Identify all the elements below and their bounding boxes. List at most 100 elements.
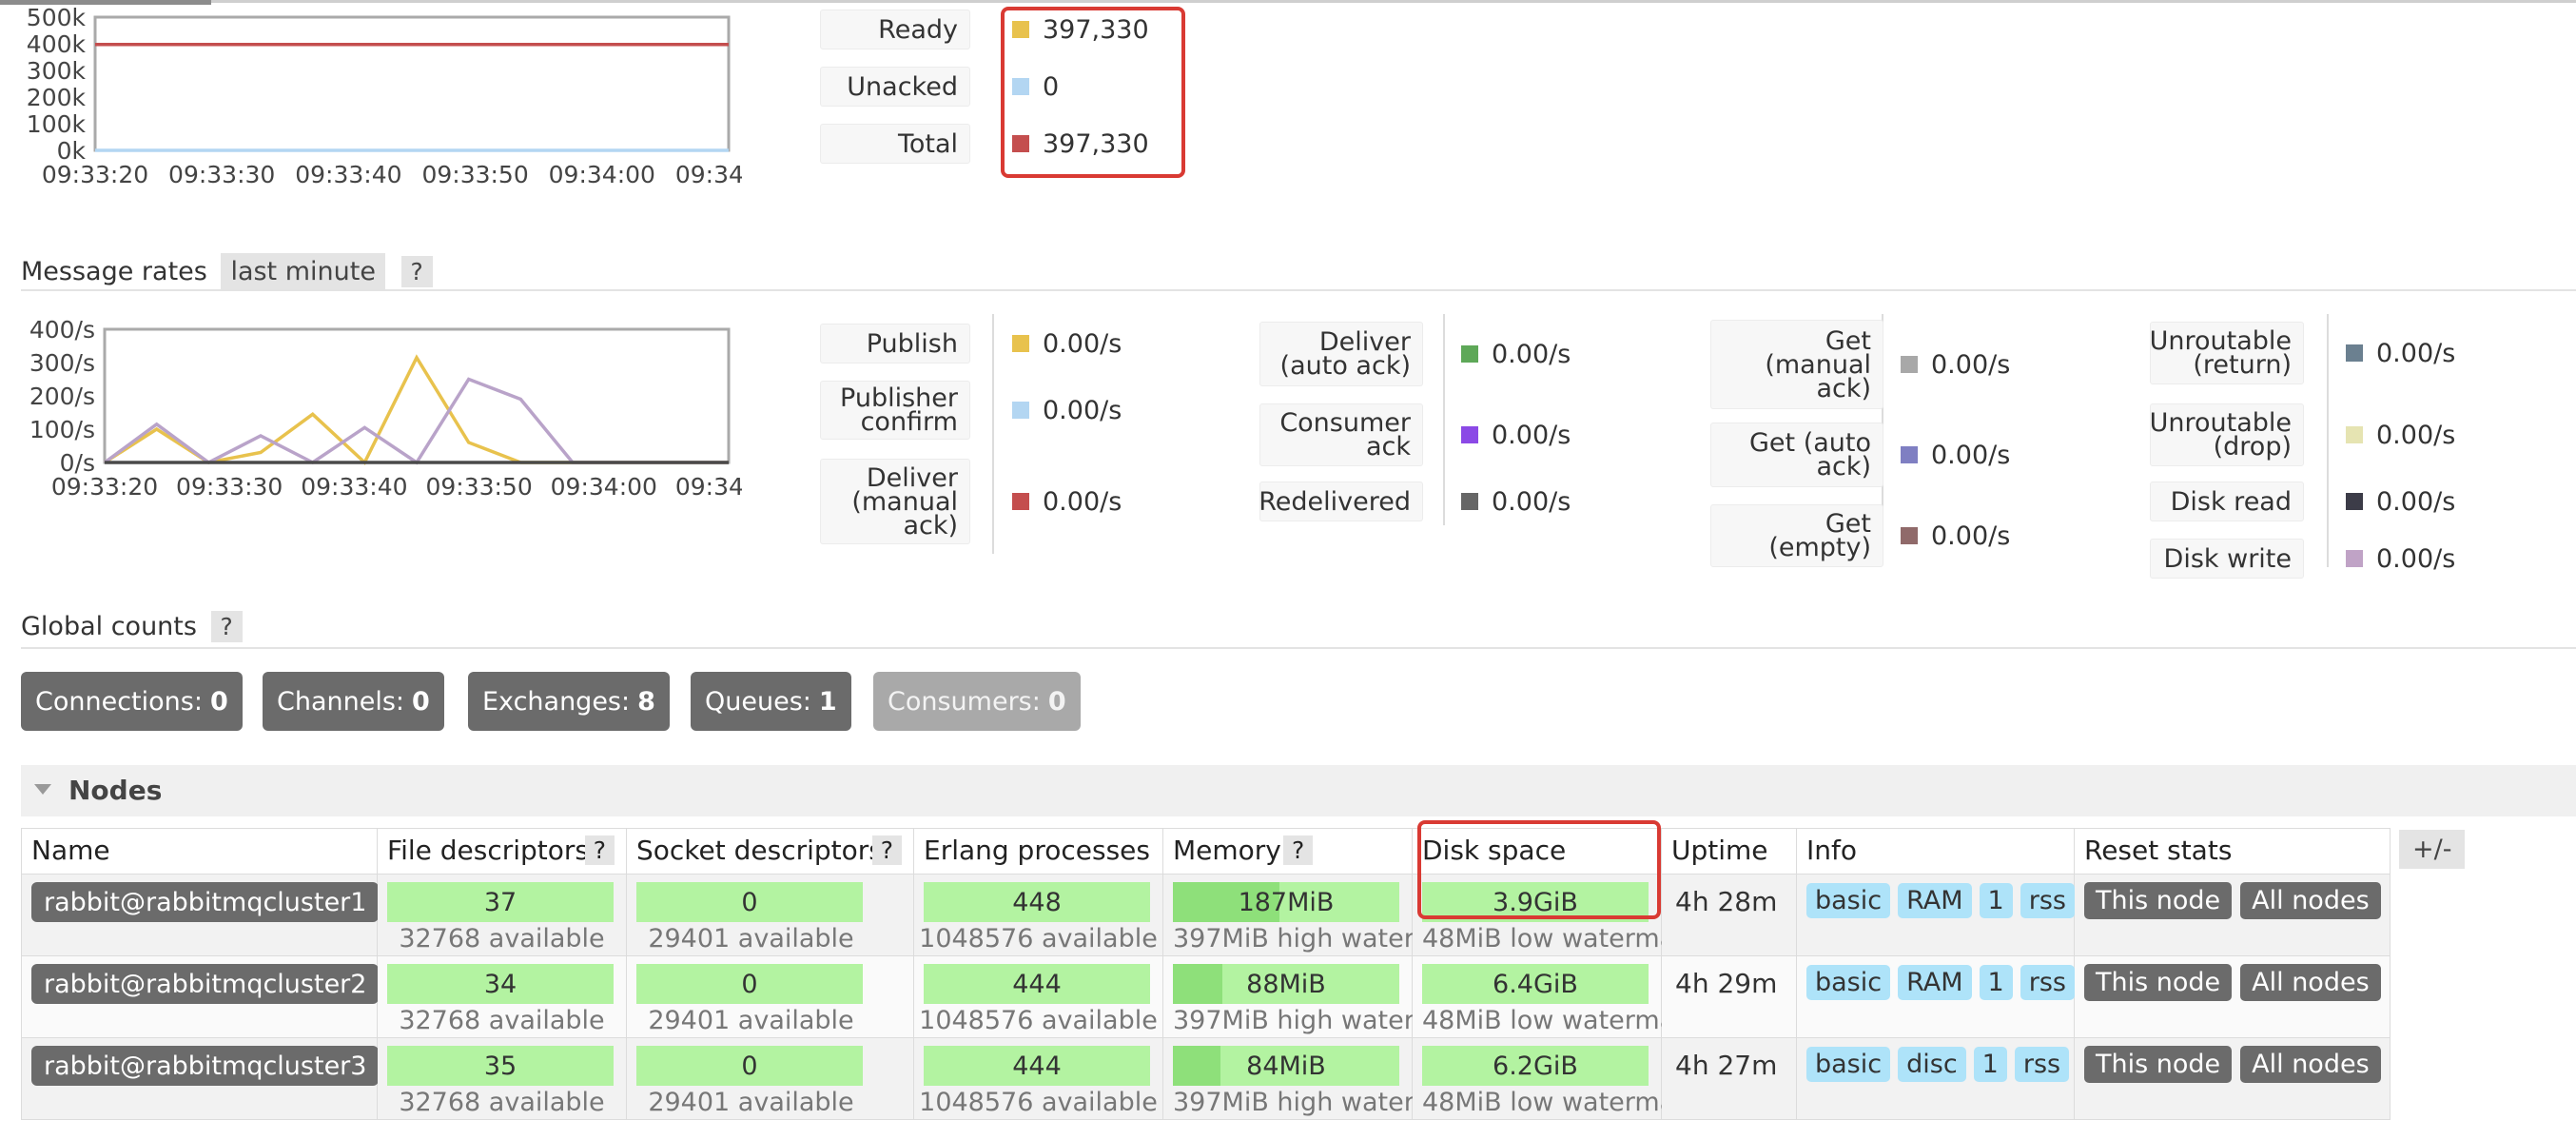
info-tag[interactable]: 1: [1979, 965, 2013, 1000]
period-selector[interactable]: last minute: [221, 253, 385, 290]
file-descriptors-bar: 34: [387, 964, 614, 1004]
node-name-link[interactable]: rabbit@rabbitmqcluster1: [31, 882, 380, 922]
info-tags: basic RAM 1 rss: [1806, 883, 2082, 918]
reset-all-nodes-button[interactable]: All nodes: [2240, 882, 2381, 919]
col-file-descriptors: File descriptors?: [377, 828, 627, 875]
legend-swatch: [1012, 335, 1029, 352]
legend-value-text: 0.00/s: [1931, 349, 2011, 380]
erlang-processes-cell: 444 1048576 available: [913, 1037, 1163, 1120]
global-counts-header: Global counts ?: [21, 611, 243, 642]
reset-this-node-button[interactable]: This node: [2084, 964, 2233, 1001]
nodes-table: Name File descriptors? Socket descriptor…: [21, 828, 2391, 1120]
nodes-section-header[interactable]: Nodes: [21, 765, 2576, 816]
erlang-processes-cell: 444 1048576 available: [913, 955, 1163, 1038]
disk-space-bar: 6.4GiB: [1422, 964, 1649, 1004]
memory-cell: 84MiB 397MiB high watermark: [1162, 1037, 1480, 1120]
info-cell: basic disc 1 rss: [1796, 1037, 2075, 1120]
info-tag[interactable]: disc: [1898, 1047, 1966, 1082]
file-descriptors-help[interactable]: ?: [584, 835, 615, 865]
file-descriptors-available: 32768 available: [399, 924, 605, 953]
collapse-triangle-icon[interactable]: [34, 784, 51, 795]
reset-this-node-button[interactable]: This node: [2084, 1046, 2233, 1083]
channels-count[interactable]: Channels: 0: [263, 672, 444, 731]
top-divider: [0, 0, 2576, 5]
reset-all-nodes-button[interactable]: All nodes: [2240, 1046, 2381, 1083]
message-rates-divider: [21, 289, 2576, 291]
file-descriptors-cell: 34 32768 available: [377, 955, 627, 1038]
socket-descriptors-available: 29401 available: [648, 1006, 854, 1035]
socket-descriptors-help[interactable]: ?: [871, 835, 902, 865]
legend-column-divider: [2327, 314, 2329, 567]
rates-x-tick: 09:34:10: [675, 473, 742, 501]
exchanges-count[interactable]: Exchanges: 8: [468, 672, 670, 731]
reset-all-nodes-button[interactable]: All nodes: [2240, 964, 2381, 1001]
disk-space-bar: 6.2GiB: [1422, 1046, 1649, 1086]
socket-descriptors-bar: 0: [636, 964, 863, 1004]
col-name: Name: [21, 828, 378, 875]
node-name-cell: rabbit@rabbitmqcluster1: [21, 874, 380, 956]
legend-value-text: 0.00/s: [2376, 420, 2456, 450]
col-disk-space: Disk space: [1412, 828, 1662, 875]
info-tag[interactable]: RAM: [1898, 883, 1972, 918]
memory-usage-fill: [1173, 1046, 1220, 1086]
memory-bar: 88MiB: [1173, 964, 1399, 1004]
legend-swatch: [1901, 446, 1918, 463]
legend-swatch: [2346, 344, 2363, 362]
global-counts-divider: [21, 647, 2576, 649]
reset-this-node-button[interactable]: This node: [2084, 882, 2233, 919]
file-descriptors-available: 32768 available: [399, 1088, 605, 1117]
memory-help[interactable]: ?: [1283, 835, 1314, 865]
queued-y-tick: 200k: [27, 84, 87, 111]
uptime-cell: 4h 29m: [1661, 955, 1797, 1038]
connections-count[interactable]: Connections: 0: [21, 672, 243, 731]
rate-legend-value: 0.00/s: [1012, 381, 1122, 440]
legend-column-divider: [1443, 314, 1445, 525]
reset-buttons: This node All nodes: [2084, 882, 2390, 919]
message-rates-svg: 400/s 300/s 200/s 100/s 0/s09:33:20 09:33:30 0…: [29, 316, 742, 501]
consumers-count[interactable]: Consumers: 0: [873, 672, 1081, 731]
rate-legend-value: 0.00/s: [1901, 320, 2010, 409]
toggle-columns-button[interactable]: +/-: [2399, 830, 2466, 869]
socket-descriptors-bar: 0: [636, 882, 863, 922]
file-descriptors-bar: 35: [387, 1046, 614, 1086]
info-tag[interactable]: 1: [1979, 883, 2013, 918]
node-name-link[interactable]: rabbit@rabbitmqcluster3: [31, 1046, 380, 1086]
info-tag[interactable]: basic: [1806, 1047, 1891, 1082]
rates-x-tick: 09:33:30: [176, 473, 283, 501]
global-counts-help[interactable]: ?: [210, 611, 243, 642]
info-tag[interactable]: basic: [1806, 965, 1891, 1000]
queued-x-tick: 09:34:10: [675, 161, 742, 188]
erlang-processes-available: 1048576 available: [919, 1088, 1158, 1117]
col-info: Info: [1796, 828, 2075, 875]
queued-y-tick: 500k: [27, 4, 87, 31]
info-tag[interactable]: RAM: [1898, 965, 1972, 1000]
disk-space-cell: 3.9GiB 48MiB low watermark: [1412, 874, 1701, 956]
legend-swatch: [1012, 21, 1029, 38]
legend-value-text: 0: [1043, 71, 1060, 102]
disk-low-watermark: 48MiB low watermark: [1422, 1006, 1701, 1035]
info-tag[interactable]: rss: [2020, 883, 2075, 918]
legend-swatch: [1461, 345, 1478, 363]
info-tag[interactable]: rss: [2020, 965, 2075, 1000]
rates-x-tick: 09:33:20: [51, 473, 158, 501]
queued-x-tick: 09:34:00: [549, 161, 655, 188]
queued-legend-label: Total: [820, 124, 970, 164]
node-row: rabbit@rabbitmqcluster1 37 32768 available…: [21, 874, 2391, 956]
message-rates-help[interactable]: ?: [400, 256, 433, 287]
rates-plot-frame: [103, 327, 731, 464]
legend-swatch: [1461, 426, 1478, 443]
info-tag[interactable]: basic: [1806, 883, 1891, 918]
rates-y-tick: 200/s: [29, 383, 95, 410]
legend-value-text: 0.00/s: [1492, 339, 1571, 369]
erlang-processes-available: 1048576 available: [919, 1006, 1158, 1035]
info-tag[interactable]: 1: [1973, 1047, 2007, 1082]
rate-legend-value: 0.00/s: [1901, 423, 2010, 487]
queues-count[interactable]: Queues: 1: [691, 672, 851, 731]
rate-legend-label: Deliver (auto ack): [1259, 322, 1423, 386]
queued-legend-value: 397,330: [1012, 124, 1149, 164]
file-descriptors-available: 32768 available: [399, 1006, 605, 1035]
node-name-link[interactable]: rabbit@rabbitmqcluster2: [31, 964, 380, 1004]
reset-stats-cell: This node All nodes: [2074, 955, 2391, 1038]
info-tag[interactable]: rss: [2014, 1047, 2070, 1082]
